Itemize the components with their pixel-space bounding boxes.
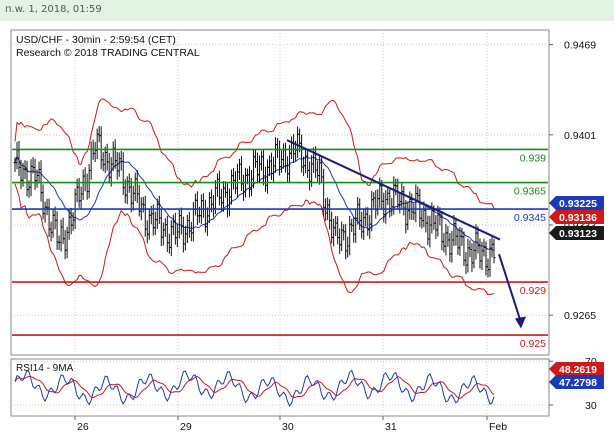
forecast-arrow-shaft bbox=[498, 253, 522, 323]
price-axis: 0.94690.94010.93330.92650.932250.931360.… bbox=[549, 40, 604, 322]
time-axis: 26 29 30 31 Feb bbox=[74, 416, 507, 433]
level-label-0.939: 0.939 bbox=[520, 152, 546, 164]
svg-text:0.93123: 0.93123 bbox=[559, 228, 597, 240]
annotations bbox=[286, 139, 526, 329]
rsi-tick-30: 30 bbox=[585, 400, 597, 412]
moving-average bbox=[14, 155, 495, 252]
price-tick-0.9469: 0.9469 bbox=[564, 40, 596, 52]
rsi-lines bbox=[14, 369, 495, 407]
time-tick-26: 26 bbox=[77, 421, 89, 433]
rsi-title: RSI14 - 9MA bbox=[16, 363, 74, 374]
timestamp: п.w. 1, 2018, 01:59 bbox=[5, 4, 102, 15]
svg-text:48.2619: 48.2619 bbox=[559, 364, 597, 376]
svg-text:47.2798: 47.2798 bbox=[559, 377, 597, 389]
time-tick-29: 29 bbox=[180, 421, 192, 433]
forecast-arrow-head bbox=[515, 316, 526, 329]
bollinger-bands bbox=[14, 98, 495, 296]
price-tick-0.9401: 0.9401 bbox=[564, 130, 596, 142]
rsi-badge-48.2619: 48.2619 bbox=[549, 362, 604, 376]
level-label-0.925: 0.925 bbox=[520, 338, 546, 350]
time-tick-30: 30 bbox=[282, 421, 294, 433]
price-badge-0.93136: 0.93136 bbox=[549, 210, 604, 224]
main-grid bbox=[11, 30, 549, 355]
chart-subtitle: Research © 2018 TRADING CENTRAL bbox=[16, 47, 200, 59]
level-label-0.9345: 0.9345 bbox=[514, 212, 546, 224]
bollinger-upper bbox=[14, 98, 495, 209]
price-tick-0.9265: 0.9265 bbox=[564, 310, 596, 322]
chart-title: USD/CHF - 30min - 2:59:54 (CET) bbox=[16, 34, 176, 46]
price-bar bbox=[492, 238, 496, 264]
svg-text:0.93225: 0.93225 bbox=[559, 198, 597, 210]
rsi-ma-line bbox=[14, 375, 495, 399]
time-tick-Feb: Feb bbox=[489, 421, 507, 433]
price-badge-0.93225: 0.93225 bbox=[549, 196, 604, 210]
rsi-line bbox=[14, 369, 495, 407]
top-bar: п.w. 1, 2018, 01:59 bbox=[0, 0, 614, 21]
rsi-grid bbox=[11, 359, 549, 416]
rsi-badge-47.2798: 47.2798 bbox=[549, 375, 604, 389]
trendline bbox=[286, 139, 501, 241]
level-label-0.929: 0.929 bbox=[520, 285, 546, 297]
bollinger-lower bbox=[14, 183, 495, 296]
time-tick-31: 31 bbox=[385, 421, 397, 433]
level-label-0.9365: 0.9365 bbox=[514, 186, 546, 198]
svg-text:0.93136: 0.93136 bbox=[559, 212, 597, 224]
price-badge-0.93123: 0.93123 bbox=[549, 226, 604, 240]
